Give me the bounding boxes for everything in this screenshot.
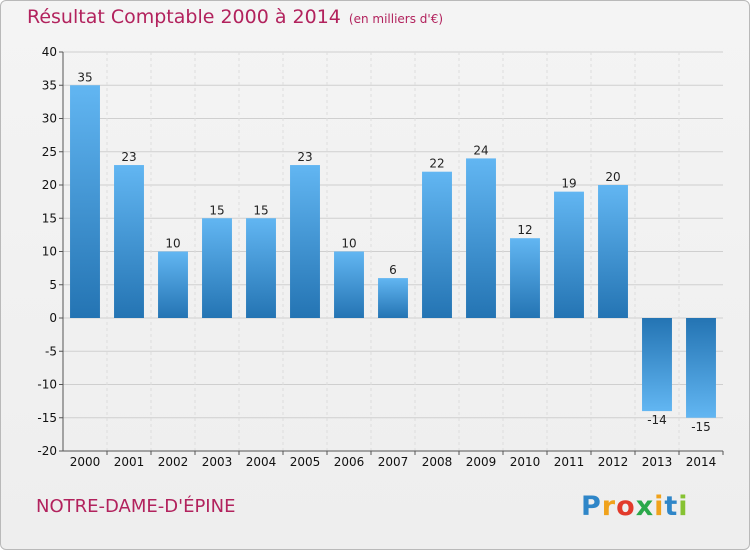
y-tick-label: -20	[37, 444, 57, 458]
chart-title: Résultat Comptable 2000 à 2014 (en millie…	[27, 6, 443, 28]
y-tick-label: 0	[49, 311, 57, 325]
y-axis: -20 -15 -10 -5 0 5 10 15 20 25 30 35 40	[37, 45, 64, 458]
data-label: 10	[165, 237, 180, 251]
x-tick-label: 2004	[246, 455, 277, 469]
y-tick-label: 30	[42, 112, 57, 126]
y-tick-label: 40	[42, 45, 57, 59]
y-tick-label: 20	[42, 178, 57, 192]
place-name: NOTRE-DAME-D'ÉPINE	[36, 496, 236, 517]
y-tick-label: -5	[45, 344, 57, 358]
x-tick-label: 2003	[202, 455, 233, 469]
proxiti-logo: Proxiti	[581, 491, 689, 522]
bars	[70, 85, 716, 418]
logo-letter: i	[678, 491, 689, 522]
data-label: 10	[341, 237, 356, 251]
y-tick-label: -15	[37, 411, 57, 425]
x-tick-label: 2014	[686, 455, 717, 469]
bar	[686, 318, 716, 418]
x-tick-label: 2012	[598, 455, 629, 469]
data-label: 15	[253, 203, 268, 217]
x-tick-label: 2007	[378, 455, 409, 469]
data-label: 15	[209, 203, 224, 217]
y-tick-label: 25	[42, 145, 57, 159]
data-label: 19	[561, 177, 576, 191]
x-tick-label: 2000	[70, 455, 101, 469]
data-label: -15	[691, 420, 711, 434]
y-tick-label: 35	[42, 78, 57, 92]
bar	[598, 185, 628, 318]
bar	[246, 218, 276, 318]
x-tick-label: 2008	[422, 455, 453, 469]
x-tick-label: 2001	[114, 455, 145, 469]
x-axis: 2000 2001 2002 2003 2004 2005 2006 2007 2008 2009…	[63, 450, 724, 469]
bar	[510, 238, 540, 318]
data-label: 6	[389, 263, 397, 277]
x-tick-label: 2011	[554, 455, 585, 469]
bar	[466, 158, 496, 318]
y-tick-label: 10	[42, 245, 57, 259]
bar	[554, 191, 584, 318]
bar	[158, 251, 188, 318]
y-tick-label: 15	[42, 211, 57, 225]
data-label: 23	[121, 150, 136, 164]
logo-letter: r	[601, 491, 617, 522]
bar	[202, 218, 232, 318]
bar	[334, 251, 364, 318]
data-label: 12	[517, 223, 532, 237]
x-tick-label: 2010	[510, 455, 541, 469]
logo-letter: i	[654, 491, 665, 522]
logo-letter: P	[581, 491, 602, 522]
logo-letter: x	[635, 491, 655, 522]
bar	[114, 165, 144, 318]
data-labels: 35 23 10 15 15 23 10 6 22 24 12 19 20 -14 -15	[77, 70, 710, 434]
data-label: 23	[297, 150, 312, 164]
chart-title-text: Résultat Comptable 2000 à 2014	[27, 6, 341, 28]
bar	[422, 171, 452, 318]
logo-letter: o	[616, 491, 636, 522]
bar	[378, 278, 408, 318]
x-tick-label: 2013	[642, 455, 673, 469]
bar	[290, 165, 320, 318]
logo-letter: t	[664, 491, 679, 522]
y-tick-label: -10	[37, 378, 57, 392]
data-label: 22	[429, 157, 444, 171]
bar	[642, 318, 672, 412]
x-tick-label: 2002	[158, 455, 189, 469]
data-label: 24	[473, 143, 488, 157]
x-tick-label: 2005	[290, 455, 321, 469]
y-tick-label: 5	[49, 278, 57, 292]
x-tick-label: 2009	[466, 455, 497, 469]
data-label: 35	[77, 70, 92, 84]
x-tick-label: 2006	[334, 455, 365, 469]
chart-subtitle: (en milliers d'€)	[348, 12, 444, 26]
bar	[70, 85, 100, 318]
data-label: 20	[605, 170, 620, 184]
data-label: -14	[647, 413, 667, 427]
